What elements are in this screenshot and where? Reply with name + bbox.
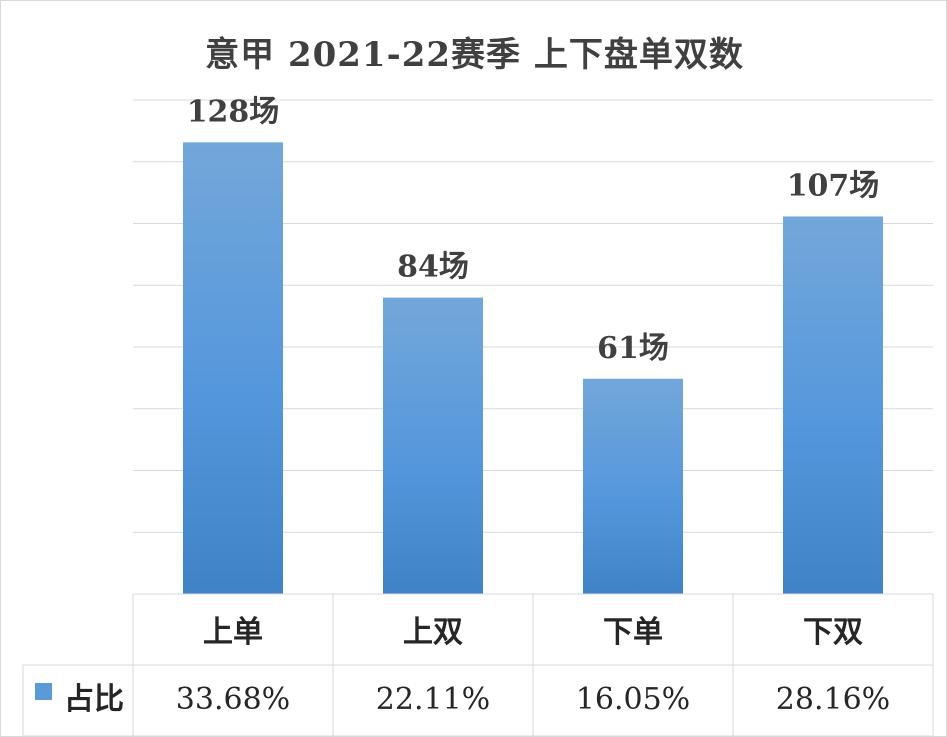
percentage-value: 22.11% xyxy=(376,682,490,717)
percentage-value: 28.16% xyxy=(776,682,890,717)
percentage-value: 33.68% xyxy=(176,682,290,717)
bars xyxy=(183,142,883,595)
data-label: 61场 xyxy=(597,331,669,366)
data-label: 84场 xyxy=(397,250,469,285)
data-labels: 128场 84场 61场 107场 xyxy=(187,94,880,365)
data-label: 107场 xyxy=(787,168,880,203)
category-label: 上双 xyxy=(403,615,463,650)
bar-上双 xyxy=(383,297,483,594)
data-label: 128场 xyxy=(187,94,280,129)
percentage-value: 16.05% xyxy=(576,682,690,717)
legend-key xyxy=(35,683,52,700)
bar-下双 xyxy=(783,216,883,594)
category-label: 下双 xyxy=(803,615,863,650)
series-name: 占比 xyxy=(64,682,124,717)
category-label: 下单 xyxy=(603,615,663,650)
category-label: 上单 xyxy=(203,615,263,650)
chart-title: 意甲 2021-22赛季 上下盘单双数 xyxy=(205,35,744,75)
data-table: 上单 33.68% 上双 22.11% 下单 16.05% 下双 28.16% 占比 xyxy=(22,593,934,736)
bar-下单 xyxy=(583,378,683,594)
bar-上单 xyxy=(183,142,283,595)
